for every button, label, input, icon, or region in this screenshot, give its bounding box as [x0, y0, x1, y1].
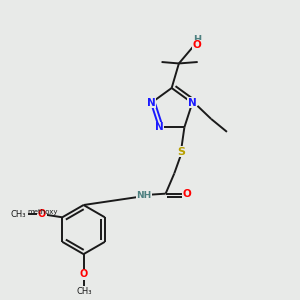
Text: S: S — [178, 147, 185, 157]
Text: NH: NH — [136, 190, 152, 200]
Text: CH₃: CH₃ — [76, 287, 92, 296]
Text: methoxy: methoxy — [28, 208, 58, 214]
Text: N: N — [188, 98, 197, 108]
Text: O: O — [38, 208, 46, 218]
Text: O: O — [193, 40, 202, 50]
Text: O: O — [80, 269, 88, 279]
Text: O: O — [183, 189, 192, 199]
Text: CH₃: CH₃ — [11, 210, 26, 219]
Text: N: N — [154, 122, 163, 132]
Text: H: H — [193, 35, 201, 45]
Text: N: N — [147, 98, 155, 108]
